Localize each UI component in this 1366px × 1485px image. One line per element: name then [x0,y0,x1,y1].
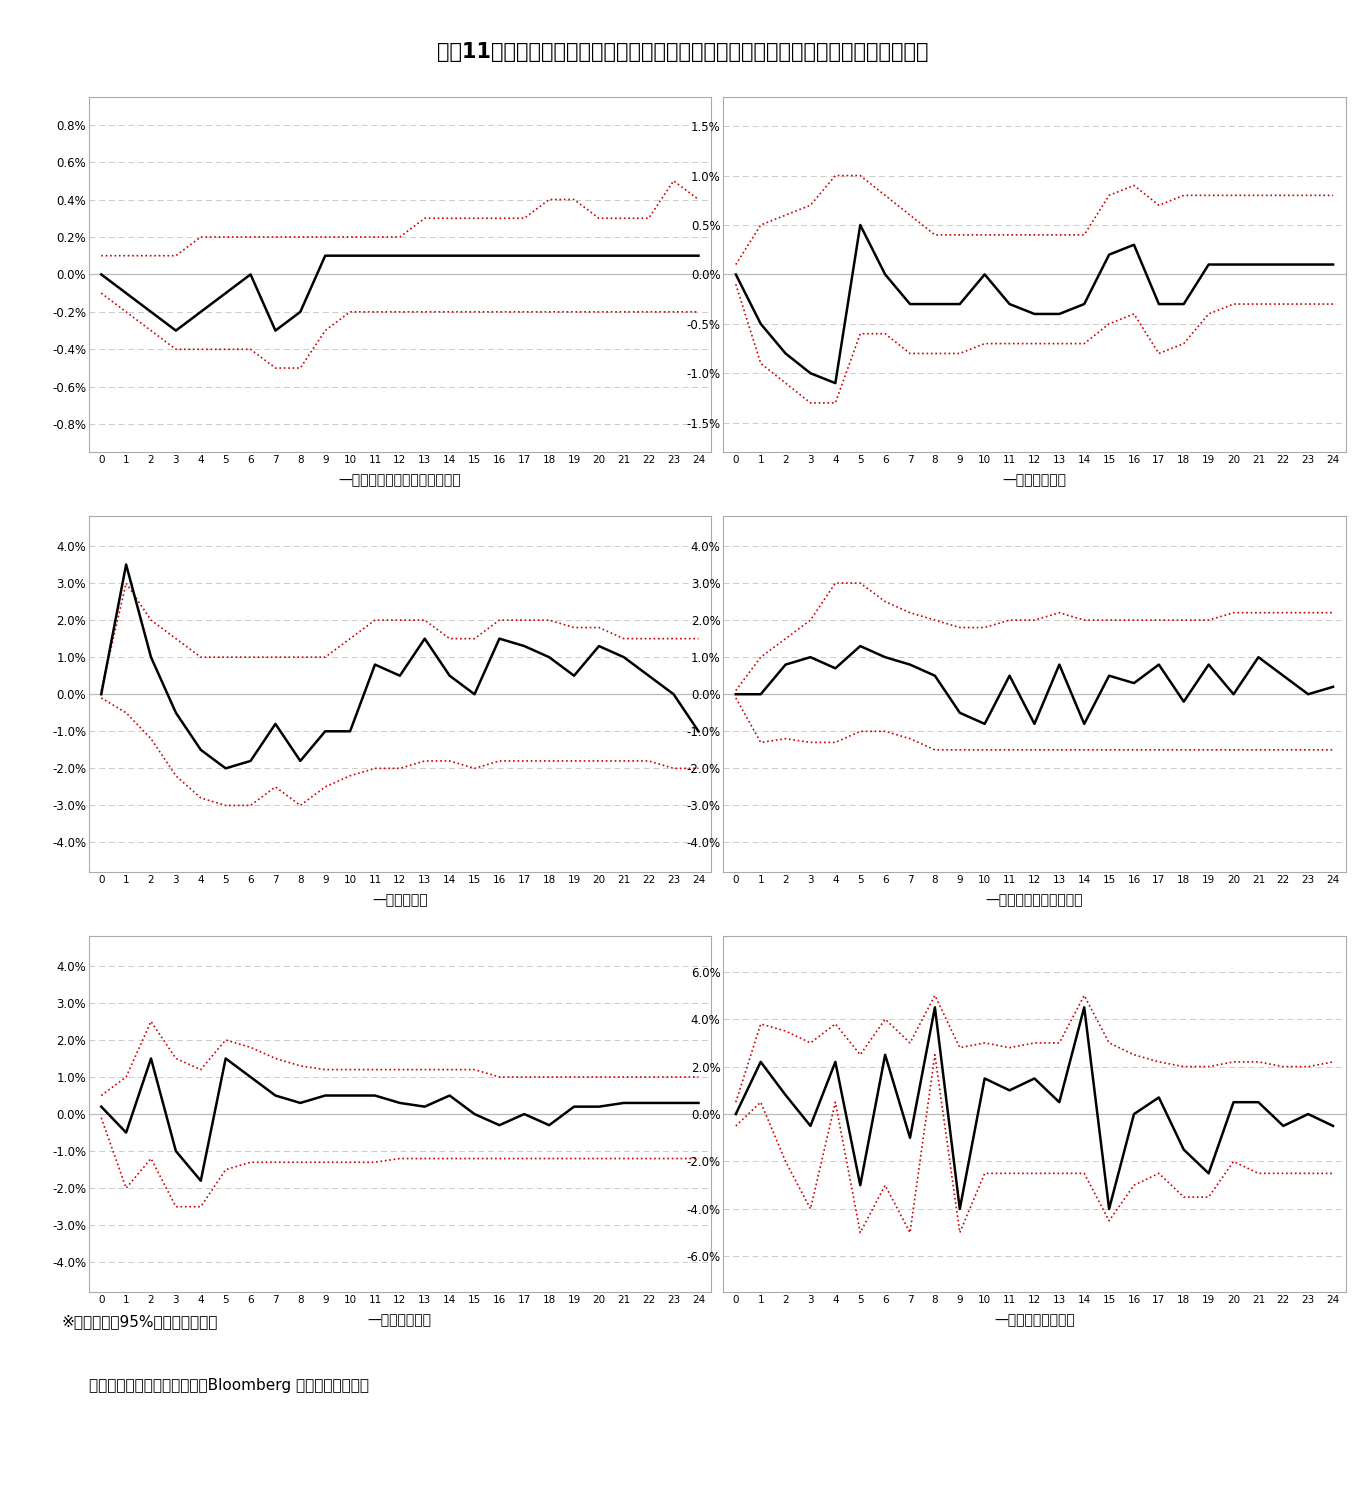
Text: ※赤い点線は95%信頼区間を示す: ※赤い点線は95%信頼区間を示す [61,1314,217,1329]
X-axis label: —株式等残高: —株式等残高 [372,894,428,907]
Text: （資料：財務省、日本銀行、Bloomberg データから作成）: （資料：財務省、日本銀行、Bloomberg データから作成） [89,1378,369,1393]
X-axis label: —現預金残高（外貨預金除く）: —現預金残高（外貨預金除く） [339,474,462,487]
X-axis label: —投資信託受益証券残高: —投資信託受益証券残高 [986,894,1083,907]
Text: 図表11：公的金融機関からの借入残高にショックを与えたときのインパルス応答関数: 図表11：公的金融機関からの借入残高にショックを与えたときのインパルス応答関数 [437,42,929,61]
X-axis label: —対外証券投資残高: —対外証券投資残高 [994,1313,1075,1328]
X-axis label: —債務証券残高: —債務証券残高 [1003,474,1067,487]
X-axis label: —外貨預金残高: —外貨預金残高 [367,1313,432,1328]
